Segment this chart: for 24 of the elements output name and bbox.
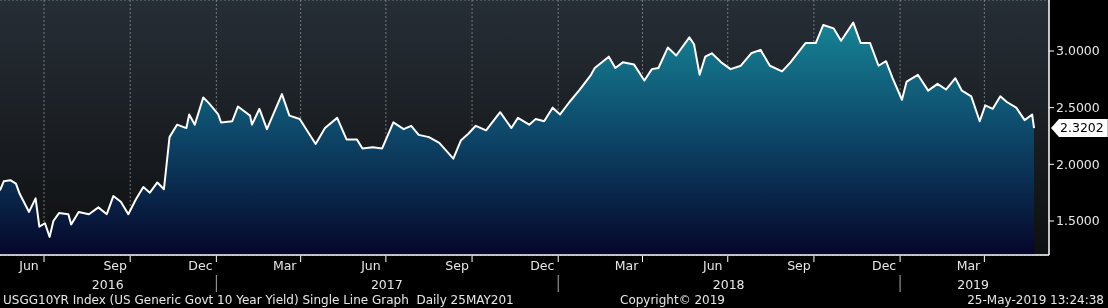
x-tick-label: Sep (787, 258, 811, 273)
x-tick-label: Mar (614, 258, 640, 273)
x-tick-label: Mar (272, 258, 298, 273)
x-tick-label: Dec (872, 258, 897, 273)
y-tick-label: 2.0000 (1056, 156, 1100, 172)
x-tick-label: Mar (956, 258, 982, 273)
x-tick-label: Dec (530, 258, 555, 273)
annotation: 2.3202 (1051, 119, 1108, 138)
x2-tick-label: 2019 (957, 277, 990, 292)
text: Copyright© 2019 (620, 292, 725, 308)
x-tick-label: Jun (360, 258, 381, 273)
text: USGG10YR Index (US Generic Govt 10 Year Yield) Single Line Graph Daily 25MAY201 (3, 292, 514, 308)
text: 25-May-2019 13:24:38 (967, 292, 1104, 308)
y-tick-label: 2.5000 (1056, 100, 1100, 116)
y-tick-label: 3.0000 (1056, 43, 1100, 59)
x-tick-label: Jun (701, 258, 723, 273)
x-tick-label: Jun (18, 258, 39, 273)
x2-tick-label: 2018 (712, 277, 745, 292)
x-tick-label: Sep (103, 258, 128, 273)
x2-tick-label: 2016 (91, 277, 124, 292)
y-tick-label: 1.5000 (1056, 213, 1100, 229)
x-tick-label: Dec (188, 258, 213, 273)
x-tick-label: Sep (445, 258, 469, 273)
x2-tick-label: 2017 (370, 277, 403, 292)
